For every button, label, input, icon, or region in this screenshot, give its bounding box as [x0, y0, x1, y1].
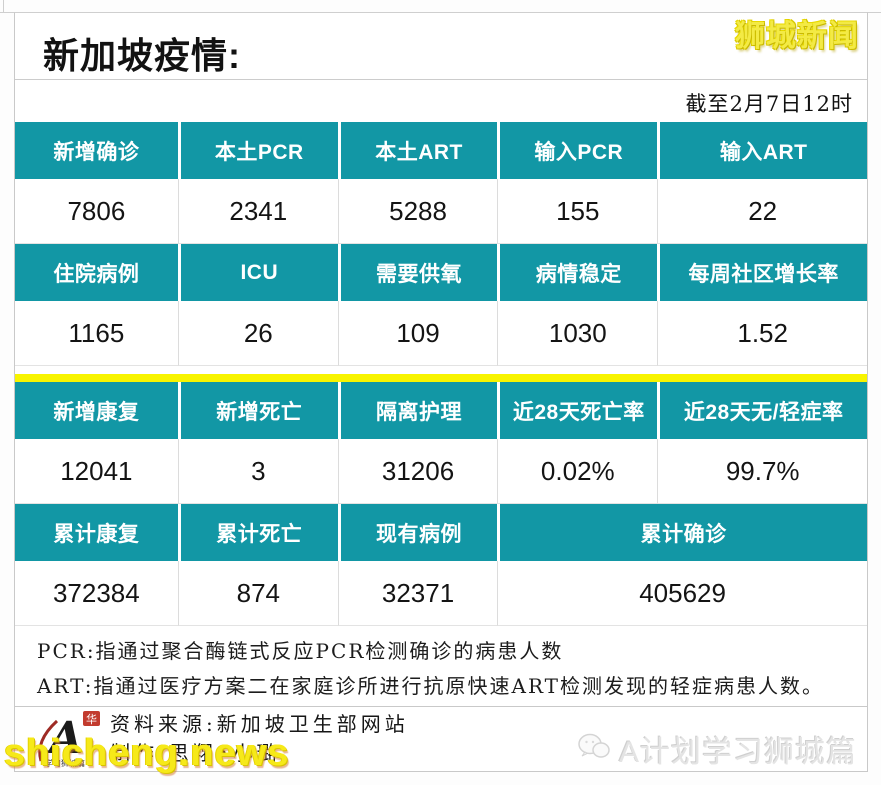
maker-line: 制作:思翔•小璐	[110, 741, 281, 765]
header-cell: 新增康复	[15, 382, 178, 439]
page-title: 新加坡疫情:	[43, 35, 241, 76]
table-row-values-4: 372384 874 32371 405629	[15, 561, 867, 626]
header-cell: 隔离护理	[337, 382, 498, 439]
value-cell: 12041	[15, 439, 178, 504]
footer: A 华 学习狮城篇 资料来源:新加坡卫生部网站 制作:思翔•小璐 A计划学习狮城…	[15, 707, 867, 769]
header-cell: 输入PCR	[497, 122, 658, 179]
note-art: ART:指通过医疗方案二在家庭诊所进行抗原快速ART检测发现的轻症病患人数。	[37, 674, 825, 698]
header-cell: ICU	[177, 244, 338, 301]
table-row-header-4: 累计康复 累计死亡 现有病例 累计确诊	[15, 504, 867, 561]
table-row-header-3: 新增康复 新增死亡 隔离护理 近28天死亡率 近28天无/轻症率	[15, 382, 867, 439]
logo-letter-a: A	[45, 713, 83, 764]
header-cell: 输入ART	[657, 122, 867, 179]
value-cell: 1165	[15, 301, 178, 366]
brand-logo-text: 狮城新闻	[735, 20, 859, 53]
value-cell: 1030	[497, 301, 658, 366]
logo-swoosh	[38, 719, 59, 762]
value-cell: 99.7%	[657, 439, 867, 504]
divider-row	[15, 366, 867, 382]
header-cell: 病情稳定	[497, 244, 658, 301]
header-cell: 新增确诊	[15, 122, 178, 179]
logo-seal	[83, 711, 100, 726]
value-cell: 2341	[177, 179, 338, 244]
value-cell: 874	[177, 561, 338, 626]
logo-seal-text: 华	[86, 712, 97, 726]
value-cell: 0.02%	[497, 439, 658, 504]
footnotes: PCR:指通过聚合酶链式反应PCR检测确诊的病患人数 ART:指通过医疗方案二在…	[15, 626, 867, 707]
header-cell: 本土ART	[337, 122, 498, 179]
source-block: 资料来源:新加坡卫生部网站 制作:思翔•小璐	[110, 710, 409, 768]
header-cell: 本土PCR	[177, 122, 338, 179]
value-cell: 32371	[337, 561, 498, 626]
header-cell: 近28天无/轻症率	[657, 382, 867, 439]
value-cell: 1.52	[657, 301, 867, 366]
site-watermark: shicheng.news	[4, 732, 290, 774]
infographic-card: 新加坡疫情: 狮城新闻 截至2月7日12时 新增确诊 本土PCR 本土ART 输…	[14, 12, 868, 772]
header-cell: 累计死亡	[177, 504, 338, 561]
title-row: 新加坡疫情: 狮城新闻	[15, 13, 867, 80]
value-cell: 22	[657, 179, 867, 244]
source-logo: A 华 学习狮城篇	[33, 709, 111, 768]
yellow-divider	[15, 374, 867, 382]
logo-caption: 学习狮城篇	[45, 758, 85, 767]
value-cell: 109	[337, 301, 498, 366]
table-row-values-2: 1165 26 109 1030 1.52	[15, 301, 867, 366]
value-cell: 155	[497, 179, 658, 244]
channel-name: A计划学习狮城篇	[618, 736, 857, 769]
table-row-header-2: 住院病例 ICU 需要供氧 病情稳定 每周社区增长率	[15, 244, 867, 301]
value-cell: 3	[177, 439, 338, 504]
date-row: 截至2月7日12时	[15, 80, 867, 122]
header-cell-merged: 累计确诊	[497, 504, 867, 561]
stats-table: 新增确诊 本土PCR 本土ART 输入PCR 输入ART 7806 2341 5…	[15, 122, 867, 626]
table-row-values-3: 12041 3 31206 0.02% 99.7%	[15, 439, 867, 504]
value-cell-merged: 405629	[497, 561, 867, 626]
header-cell: 现有病例	[337, 504, 498, 561]
wechat-icon	[577, 732, 611, 767]
header-cell: 需要供氧	[337, 244, 498, 301]
source-line: 资料来源:新加坡卫生部网站	[110, 712, 409, 736]
table-row-header-1: 新增确诊 本土PCR 本土ART 输入PCR 输入ART	[15, 122, 867, 179]
corner-notch	[3, 0, 4, 13]
header-cell: 累计康复	[15, 504, 178, 561]
table-row-values-1: 7806 2341 5288 155 22	[15, 179, 867, 244]
as-of-date: 截至2月7日12时	[685, 92, 853, 116]
header-cell: 新增死亡	[177, 382, 338, 439]
value-cell: 372384	[15, 561, 178, 626]
value-cell: 31206	[337, 439, 498, 504]
value-cell: 7806	[15, 179, 178, 244]
channel-block: A计划学习狮城篇	[577, 727, 857, 771]
header-cell: 住院病例	[15, 244, 178, 301]
value-cell: 5288	[337, 179, 498, 244]
note-pcr: PCR:指通过聚合酶链式反应PCR检测确诊的病患人数	[37, 639, 564, 663]
header-cell: 每周社区增长率	[657, 244, 867, 301]
header-cell: 近28天死亡率	[497, 382, 658, 439]
value-cell: 26	[177, 301, 338, 366]
